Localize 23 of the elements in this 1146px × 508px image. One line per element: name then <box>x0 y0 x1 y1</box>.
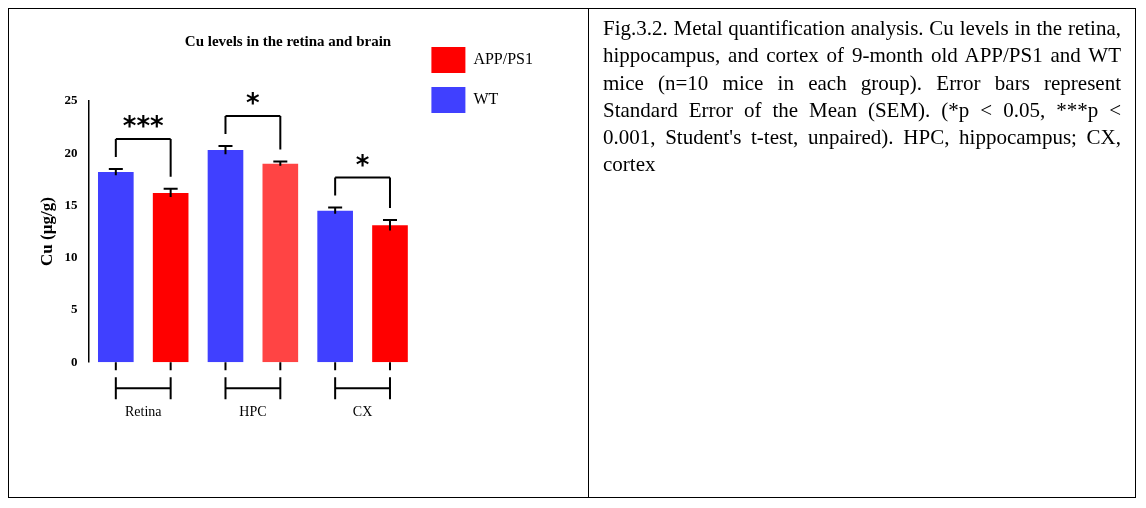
annotation: * <box>355 149 370 180</box>
bar <box>372 225 408 363</box>
annotation: * <box>246 87 261 118</box>
bar <box>152 192 189 363</box>
bar <box>207 150 244 363</box>
caption: Fig.3.2. Metal quantification analysis. Cu levels in the retina, hippocampus, and cortex of 9-month old APP/PS1 and WT mice (n=10 mice in each group). Error bars represent Standard Error of the Mean (SEM). (*p < 0.05, ***p < 0.001, Student's t-test, unpaired). HPC, hippocampus; CX, cortex <box>603 15 1121 179</box>
bar <box>262 163 299 363</box>
x-tick-label: CX <box>352 404 373 420</box>
y-tick-label: 20 <box>64 144 78 160</box>
x-tick-label: HPC <box>239 404 267 420</box>
y-tick-label: 5 <box>70 301 78 317</box>
y-tick-label: 0 <box>70 353 78 369</box>
bar <box>98 172 134 363</box>
y-tick-label: 25 <box>64 92 78 108</box>
y-axis-title: Cu (µg/g) <box>36 197 56 267</box>
legend-label: APP/PS1 <box>473 50 533 68</box>
chart-title: Cu levels in the retina and brain <box>184 32 392 49</box>
y-tick-label: 15 <box>64 196 78 212</box>
bar <box>317 210 353 363</box>
x-tick-label: Retina <box>124 404 163 420</box>
legend-label: WT <box>473 90 499 108</box>
annotation: *** <box>122 110 165 141</box>
y-tick-label: 10 <box>64 249 78 265</box>
